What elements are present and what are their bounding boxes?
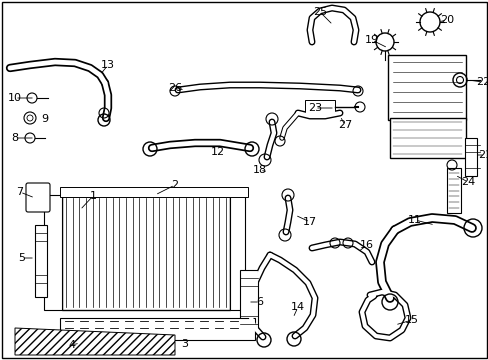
Text: 27: 27 bbox=[337, 120, 351, 130]
Text: 12: 12 bbox=[210, 147, 224, 157]
Text: 3: 3 bbox=[181, 339, 188, 349]
Text: 4: 4 bbox=[68, 340, 76, 350]
Text: 26: 26 bbox=[167, 83, 182, 93]
Text: 19: 19 bbox=[364, 35, 378, 45]
Text: 18: 18 bbox=[252, 165, 266, 175]
Polygon shape bbox=[15, 328, 175, 355]
Text: 24: 24 bbox=[460, 177, 474, 187]
Bar bbox=[60, 318, 254, 340]
Text: 9: 9 bbox=[41, 114, 48, 124]
Bar bbox=[387, 55, 465, 120]
Text: 1: 1 bbox=[89, 191, 96, 201]
Text: 16: 16 bbox=[359, 240, 373, 250]
Text: 23: 23 bbox=[307, 103, 322, 113]
Text: 25: 25 bbox=[312, 7, 326, 17]
Bar bbox=[446, 168, 460, 213]
FancyBboxPatch shape bbox=[26, 183, 50, 212]
Text: 14: 14 bbox=[290, 302, 305, 312]
Text: 11: 11 bbox=[407, 215, 421, 225]
Bar bbox=[389, 118, 465, 158]
Text: 20: 20 bbox=[439, 15, 453, 25]
Bar bbox=[44, 195, 62, 310]
Bar bbox=[229, 195, 244, 310]
Bar bbox=[60, 187, 247, 197]
Bar bbox=[240, 270, 258, 332]
Text: 15: 15 bbox=[404, 315, 418, 325]
Text: 8: 8 bbox=[11, 133, 19, 143]
Text: 22: 22 bbox=[475, 77, 488, 87]
Text: 2: 2 bbox=[171, 180, 178, 190]
Bar bbox=[35, 225, 47, 297]
Text: 10: 10 bbox=[8, 93, 22, 103]
Text: 17: 17 bbox=[303, 217, 316, 227]
Text: 7: 7 bbox=[17, 187, 23, 197]
Bar bbox=[305, 100, 334, 115]
Bar bbox=[464, 138, 476, 176]
Bar bbox=[62, 195, 229, 310]
Text: 13: 13 bbox=[101, 60, 115, 70]
Text: 5: 5 bbox=[19, 253, 25, 263]
Text: 21: 21 bbox=[477, 150, 488, 160]
Text: 6: 6 bbox=[256, 297, 263, 307]
